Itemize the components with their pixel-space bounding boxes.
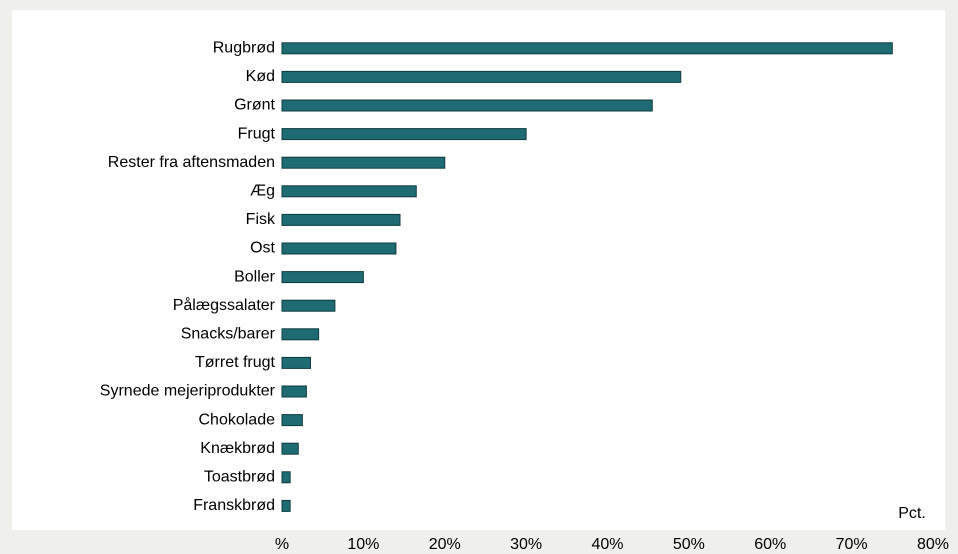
bar <box>281 128 527 141</box>
bar <box>281 385 307 398</box>
bar <box>281 271 364 284</box>
x-tick-label: 20% <box>429 536 461 553</box>
y-tick-label: Boller <box>234 268 276 285</box>
bar <box>281 499 291 512</box>
y-tick-label: Knækbrød <box>200 440 275 457</box>
plot-background <box>12 10 945 530</box>
bar <box>281 356 311 369</box>
bar <box>281 156 446 169</box>
y-tick-label: Tørret frugt <box>195 354 276 371</box>
y-tick-label: Syrnede mejeriprodukter <box>100 383 276 400</box>
x-tick-label: % <box>275 536 289 553</box>
y-tick-label: Ost <box>250 240 275 257</box>
bar <box>281 299 336 312</box>
y-tick-label: Pålægssalater <box>173 296 276 314</box>
x-tick-label: 50% <box>673 536 705 553</box>
x-tick-label: 60% <box>754 536 786 553</box>
bar <box>281 42 893 55</box>
y-tick-label: Kød <box>246 68 275 85</box>
y-tick-label: Fisk <box>246 211 276 228</box>
y-tick-label: Frugt <box>238 125 276 142</box>
bar <box>281 328 320 341</box>
bar <box>281 414 303 427</box>
axis-unit: Pct. <box>898 505 926 522</box>
bar <box>281 99 653 112</box>
x-tick-label: 10% <box>347 536 379 553</box>
x-tick-label: 70% <box>836 536 868 553</box>
y-tick-label: Snacks/barer <box>181 326 276 343</box>
y-tick-label: Rester fra aftensmaden <box>108 154 275 171</box>
y-tick-label: Chokolade <box>199 411 276 428</box>
bar <box>281 185 417 198</box>
bar <box>281 213 401 226</box>
bar <box>281 471 291 484</box>
y-tick-label: Grønt <box>234 97 275 114</box>
bar <box>281 442 299 455</box>
x-tick-label: 30% <box>510 536 542 553</box>
bar <box>281 70 682 83</box>
y-tick-label: Rugbrød <box>213 40 275 57</box>
x-tick-label: 80% <box>917 536 949 553</box>
y-tick-label: Toastbrød <box>204 469 275 486</box>
y-tick-label: Franskbrød <box>193 497 275 514</box>
bar <box>281 242 397 255</box>
x-tick-label: 40% <box>591 536 623 553</box>
y-tick-label: Æg <box>250 183 275 200</box>
